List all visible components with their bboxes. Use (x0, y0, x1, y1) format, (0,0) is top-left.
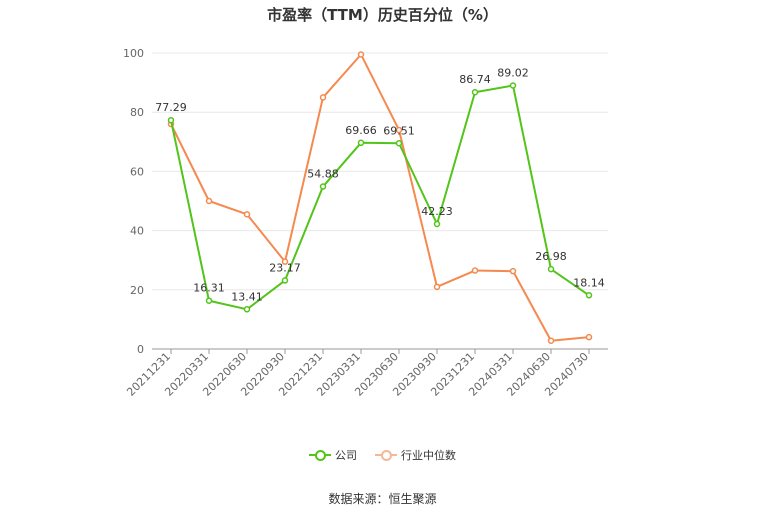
data-point-industry-median (433, 283, 441, 291)
data-point-company (471, 88, 479, 96)
data-label-company: 69.66 (345, 124, 377, 137)
data-label-company: 69.51 (383, 124, 415, 137)
data-label-company: 89.02 (497, 67, 529, 80)
data-point-industry-median (547, 337, 555, 344)
data-point-company (547, 265, 555, 273)
legend-company-label: 公司 (335, 449, 357, 462)
y-tick-label: 100 (123, 47, 144, 60)
data-point-company (281, 277, 289, 284)
data-label-company: 16.31 (193, 282, 225, 295)
series-line-industry-median (170, 53, 590, 342)
data-point-industry-median (471, 267, 479, 274)
data-source-note: 数据来源：恒生聚源 (328, 492, 437, 506)
data-point-company (509, 82, 517, 89)
data-label-company: 13.41 (231, 290, 263, 303)
data-point-company (395, 140, 403, 147)
data-point-company (243, 306, 251, 313)
data-point-industry-median (395, 126, 403, 134)
data-point-industry-median (243, 211, 251, 218)
y-tick-label: 40 (130, 225, 144, 238)
data-point-industry-median (509, 267, 517, 275)
legend-company-marker (309, 450, 331, 461)
y-tick-label: 80 (130, 106, 144, 119)
y-tick-label: 0 (137, 343, 144, 356)
data-point-industry-median (357, 51, 365, 58)
data-point-company (205, 297, 213, 304)
data-point-industry-median (319, 94, 327, 101)
data-label-company: 26.98 (535, 250, 567, 263)
data-point-industry-median (205, 197, 213, 205)
y-tick-label: 60 (130, 165, 144, 178)
legend-item-company[interactable]: 公司 (309, 447, 357, 463)
chart-title: 市盈率（TTM）历史百分位（%） (267, 6, 498, 24)
data-label-company: 18.14 (573, 276, 605, 289)
data-label-company: 86.74 (459, 73, 491, 86)
data-point-company (433, 220, 441, 228)
legend-industry-label: 行业中位数 (401, 449, 456, 462)
data-label-company: 77.29 (155, 101, 187, 114)
data-label-company: 23.17 (269, 261, 301, 274)
data-point-company (357, 139, 365, 147)
legend-industry-marker (375, 450, 397, 461)
data-point-company (319, 183, 327, 190)
legend-item-industry-median[interactable]: 行业中位数 (375, 447, 456, 463)
data-label-company: 54.88 (307, 168, 339, 181)
data-point-industry-median (585, 333, 593, 341)
data-point-company (585, 292, 593, 299)
series-line-company (170, 84, 590, 311)
y-tick-label: 20 (130, 284, 144, 297)
data-point-company (167, 116, 175, 124)
legend: 公司 行业中位数 (0, 447, 765, 463)
data-point-industry-median (281, 258, 289, 265)
data-label-company: 42.23 (421, 205, 453, 218)
